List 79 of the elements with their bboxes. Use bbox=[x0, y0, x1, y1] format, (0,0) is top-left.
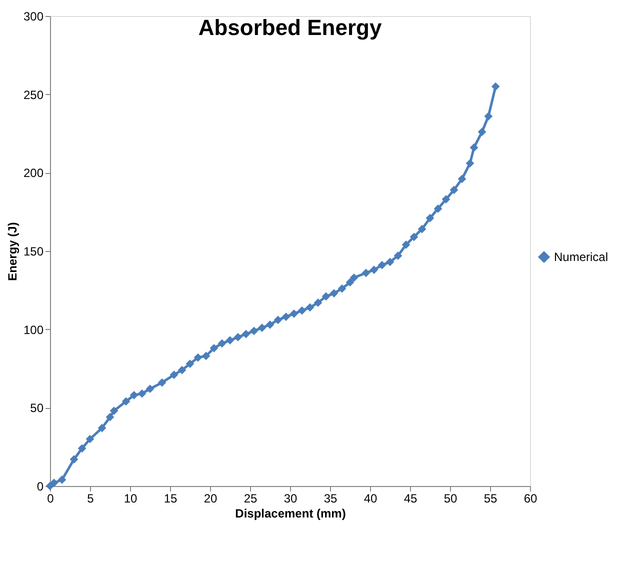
point bbox=[470, 143, 478, 152]
point bbox=[386, 258, 394, 266]
point bbox=[491, 82, 500, 91]
point bbox=[466, 159, 474, 168]
point bbox=[314, 298, 322, 307]
point bbox=[234, 332, 242, 342]
point bbox=[110, 406, 118, 415]
point bbox=[378, 260, 386, 270]
chart-title: Absorbed Energy bbox=[198, 15, 382, 40]
x-tick-label: 0 bbox=[47, 492, 54, 506]
point bbox=[346, 278, 354, 287]
x-tick-label: 45 bbox=[404, 492, 418, 506]
y-axis-title: Energy (J) bbox=[5, 222, 20, 281]
point bbox=[158, 378, 166, 387]
legend-label: Numerical bbox=[554, 250, 608, 264]
x-tick-label: 20 bbox=[204, 492, 218, 506]
point bbox=[258, 324, 266, 332]
point bbox=[138, 389, 146, 398]
x-tick-label: 60 bbox=[524, 492, 538, 506]
point bbox=[394, 252, 402, 260]
x-tick-label: 55 bbox=[484, 492, 498, 506]
point bbox=[290, 309, 298, 318]
point bbox=[370, 266, 378, 274]
x-tick-label: 25 bbox=[244, 492, 258, 506]
point bbox=[210, 344, 218, 352]
y-tick-label: 100 bbox=[23, 322, 44, 337]
point bbox=[338, 284, 346, 293]
y-tick-label: 0 bbox=[36, 480, 44, 494]
x-tick-label: 15 bbox=[164, 492, 178, 506]
x-axis-title: Displacement (mm) bbox=[235, 506, 346, 520]
point bbox=[442, 195, 450, 204]
x-tick-label: 50 bbox=[444, 492, 458, 506]
point bbox=[242, 330, 250, 338]
point bbox=[58, 476, 66, 484]
y-tick-label: 300 bbox=[23, 10, 44, 24]
point bbox=[322, 292, 330, 301]
x-tick-label: 35 bbox=[324, 492, 338, 506]
point bbox=[282, 312, 290, 321]
point bbox=[434, 204, 442, 213]
point bbox=[426, 214, 434, 222]
point bbox=[450, 186, 458, 194]
y-tick-label: 150 bbox=[23, 244, 44, 258]
point bbox=[402, 240, 410, 249]
point bbox=[298, 306, 306, 315]
point bbox=[146, 384, 154, 394]
y-tick-label: 200 bbox=[23, 166, 44, 180]
point bbox=[186, 360, 194, 368]
point bbox=[330, 289, 338, 298]
y-tick-label: 250 bbox=[23, 88, 44, 102]
point bbox=[194, 353, 202, 362]
point bbox=[266, 320, 274, 329]
point bbox=[86, 434, 94, 444]
point bbox=[130, 390, 138, 400]
point bbox=[202, 352, 210, 360]
x-tick-label: 40 bbox=[364, 492, 378, 506]
point bbox=[274, 316, 282, 324]
point bbox=[122, 397, 130, 406]
point bbox=[226, 336, 234, 344]
x-tick-label: 10 bbox=[124, 492, 138, 506]
point bbox=[410, 232, 418, 242]
point bbox=[178, 366, 186, 374]
point bbox=[70, 455, 78, 464]
point bbox=[362, 268, 370, 278]
x-tick-label: 5 bbox=[87, 492, 94, 506]
point bbox=[78, 444, 86, 453]
point bbox=[306, 303, 314, 312]
point bbox=[98, 424, 106, 432]
point bbox=[106, 412, 114, 422]
point bbox=[250, 326, 258, 336]
point bbox=[458, 174, 466, 184]
point bbox=[418, 224, 426, 234]
point bbox=[484, 112, 493, 120]
point bbox=[170, 370, 178, 379]
point bbox=[218, 339, 226, 348]
point bbox=[478, 128, 486, 136]
y-tick-label: 50 bbox=[30, 401, 44, 416]
point bbox=[50, 478, 58, 488]
x-tick-label: 30 bbox=[284, 492, 298, 506]
point bbox=[350, 273, 358, 282]
